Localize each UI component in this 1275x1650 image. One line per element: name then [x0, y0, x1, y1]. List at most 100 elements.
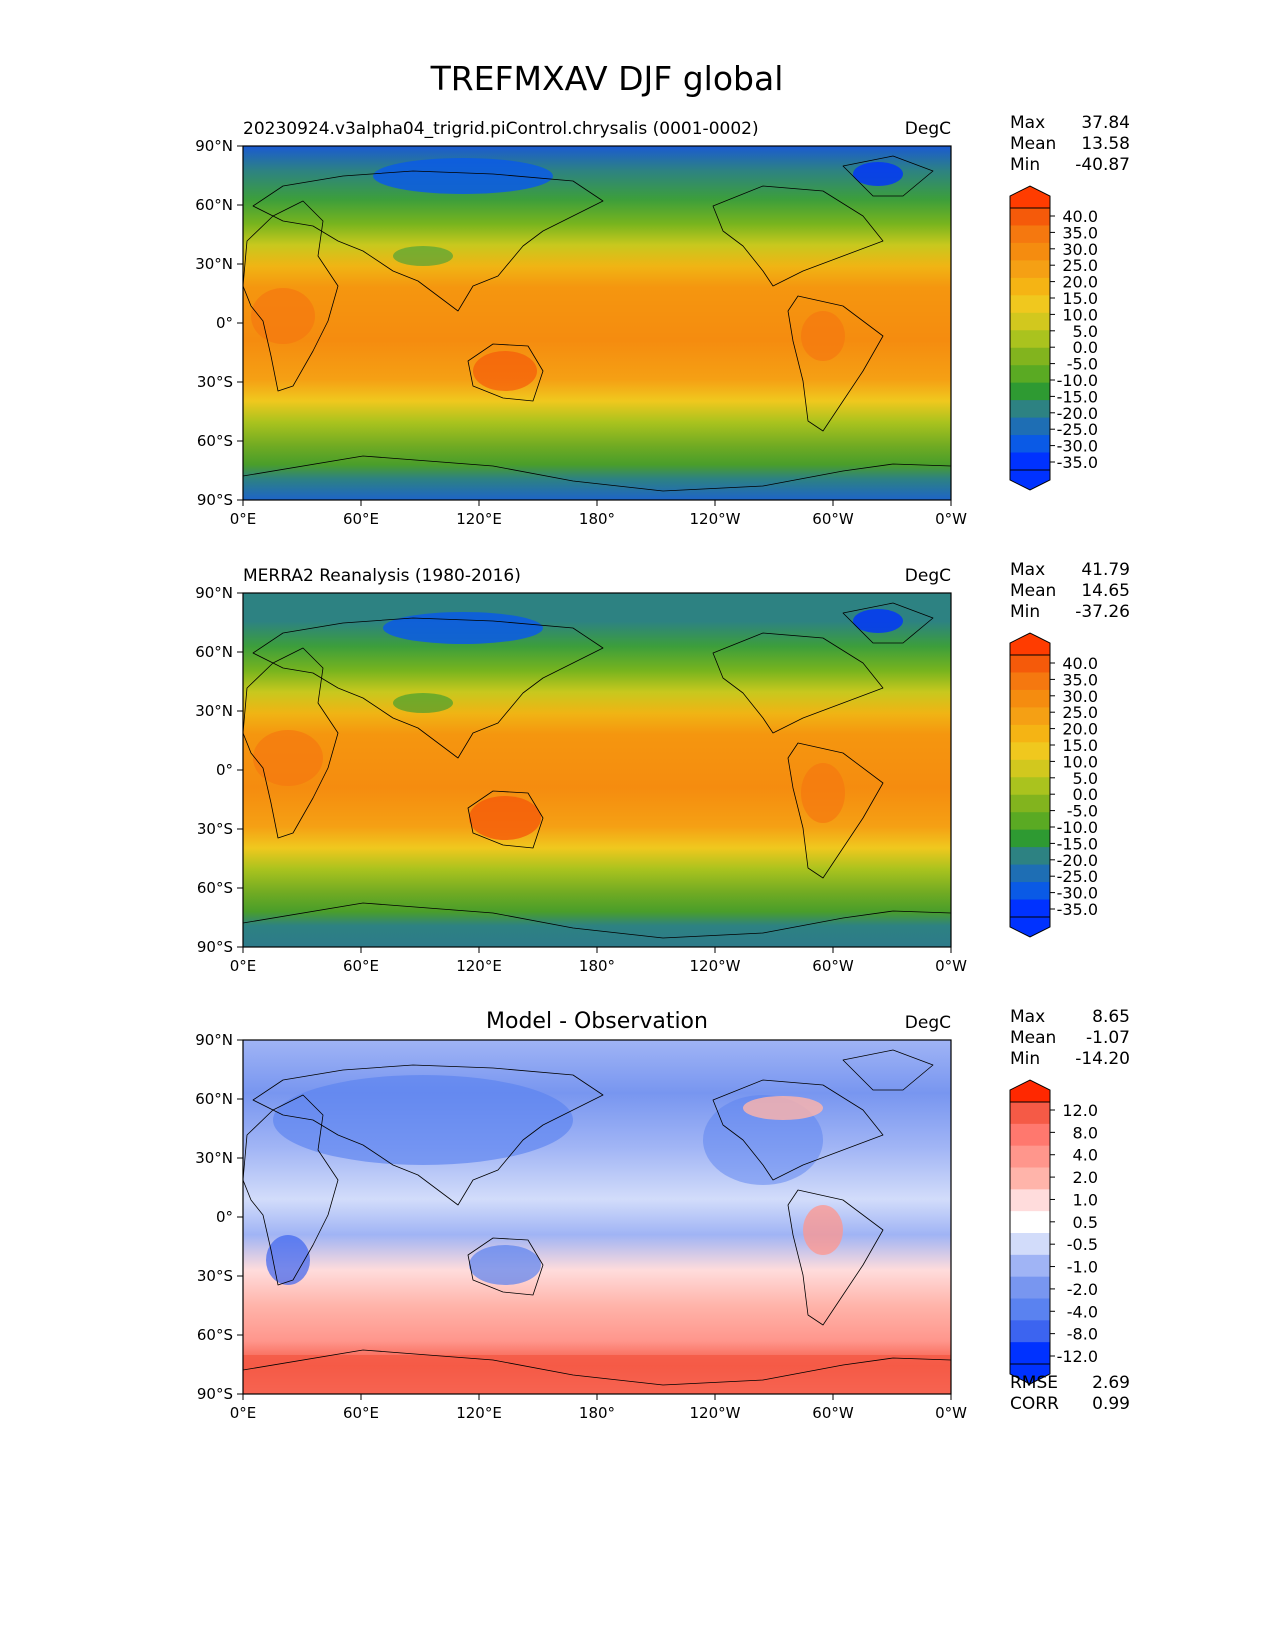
metric-value: 2.69 — [1092, 1373, 1130, 1393]
coastline — [243, 902, 951, 947]
coastline — [787, 1189, 884, 1326]
colorbar-segment — [1010, 655, 1050, 673]
stat-label: Max — [1010, 113, 1045, 133]
lat-tick-label: 90°N — [195, 137, 233, 155]
colorbar-segment — [1010, 295, 1050, 314]
coastlines — [243, 602, 951, 947]
colorbar-tick-label: 35.0 — [1062, 670, 1098, 689]
coastline — [243, 647, 339, 839]
southamerica-warm-region — [801, 763, 845, 823]
stat-label: Mean — [1010, 581, 1056, 601]
colorbar-segment — [1010, 777, 1050, 796]
colorbar-tick-label: 5.0 — [1073, 322, 1098, 341]
coastline — [842, 1049, 934, 1091]
panel-observation: 0°E 60°E 120°E 180° 120°W 60°W 0°W 90°N 60°N 30°N… — [195, 566, 967, 975]
colorbar-segment — [1010, 1123, 1050, 1147]
stat-label: Max — [1010, 560, 1045, 580]
colorbar-tick-label: 10.0 — [1062, 305, 1098, 324]
colorbar-tick-label: -10.0 — [1057, 371, 1098, 390]
colorbar-segment — [1010, 707, 1050, 726]
colorbar-segment — [1010, 812, 1050, 831]
metric-label: CORR — [1010, 1394, 1059, 1414]
greenland-cold-region — [853, 162, 903, 186]
northpacific-warm-bias — [743, 1096, 823, 1120]
africa-warm-region — [253, 730, 323, 786]
coastline — [252, 170, 604, 312]
stat-value: -40.87 — [1075, 155, 1130, 175]
colorbar-tick-label: 4.0 — [1073, 1146, 1098, 1165]
coastline — [243, 200, 339, 392]
colorbar-segment — [1010, 452, 1050, 471]
colorbar-tick-label: -10.0 — [1057, 818, 1098, 837]
coastlines — [243, 1049, 951, 1394]
colorbar-segment — [1010, 277, 1050, 296]
colorbar-tick-label: -15.0 — [1057, 834, 1098, 853]
lat-tick-label: 0° — [216, 761, 233, 779]
lon-tick-label: 120°E — [456, 957, 502, 975]
colorbar-tick-label: -2.0 — [1067, 1280, 1098, 1299]
stat-value: 37.84 — [1081, 113, 1130, 133]
stat-value: 8.65 — [1092, 1007, 1130, 1027]
colorbar-tick-label: -25.0 — [1057, 867, 1098, 886]
lon-tick-label: 60°W — [812, 510, 854, 528]
stat-value: 13.58 — [1081, 134, 1130, 154]
colorbar-tick-label: 1.0 — [1073, 1190, 1098, 1209]
panel-units: DegC — [905, 119, 951, 139]
colorbar-tick-label: -15.0 — [1057, 387, 1098, 406]
colorbar-tick-label: 30.0 — [1062, 687, 1098, 706]
colorbar-tick-label: -8.0 — [1067, 1325, 1098, 1344]
colorbar-tick-label: -35.0 — [1057, 453, 1098, 472]
coastlines — [243, 155, 951, 500]
map-field — [243, 146, 951, 500]
lat-tick-label: 30°S — [197, 820, 233, 838]
map-axes: 0°E 60°E 120°E 180° 120°W 60°W 0°W 90°N 60°N 30°N… — [195, 137, 967, 528]
panel-title: Model - Observation — [486, 1009, 708, 1034]
coastline — [712, 1079, 884, 1181]
lat-tick-label: 30°N — [195, 255, 233, 273]
colorbar-segment — [1010, 1342, 1050, 1365]
colorbar-segment — [1010, 847, 1050, 866]
panel-subtitle: MERRA2 Reanalysis (1980-2016) — [243, 566, 521, 586]
colorbar-observation: 40.035.030.025.020.015.010.05.00.0-5.0-1… — [1009, 632, 1098, 938]
stat-label: Min — [1010, 155, 1040, 175]
colorbar-segment — [1010, 882, 1050, 901]
colorbar-tick-label: 0.5 — [1073, 1213, 1098, 1232]
colorbar-tick-label: -20.0 — [1057, 851, 1098, 870]
colorbar-segment — [1010, 435, 1050, 454]
southamerica-warm-region — [801, 311, 845, 361]
map-axes: 0°E 60°E 120°E 180° 120°W 60°W 0°W 90°N 60°N 30°N… — [195, 1031, 967, 1422]
lat-tick-label: 60°N — [195, 1090, 233, 1108]
colorbar-segment — [1010, 382, 1050, 401]
lat-tick-label: 0° — [216, 314, 233, 332]
colorbar-frame — [1009, 207, 1051, 471]
colorbar-model: 40.035.030.025.020.015.010.05.00.0-5.0-1… — [1009, 185, 1098, 491]
colorbar-frame — [1009, 654, 1051, 918]
metric-value: 0.99 — [1092, 1394, 1130, 1414]
colorbar-tick-label: -5.0 — [1067, 802, 1098, 821]
colorbar-segment — [1010, 759, 1050, 778]
lat-tick-label: 60°N — [195, 643, 233, 661]
lat-tick-label: 30°N — [195, 702, 233, 720]
colorbar-segment — [1010, 829, 1050, 848]
colorbar-tick-label: 2.0 — [1073, 1168, 1098, 1187]
panel-units: DegC — [905, 566, 951, 586]
lon-tick-label: 0°E — [230, 957, 257, 975]
tibet-cold-region — [393, 693, 453, 713]
siberia-cold-region — [373, 158, 553, 194]
lon-tick-label: 120°W — [690, 957, 741, 975]
colorbar-tick-label: 10.0 — [1062, 752, 1098, 771]
coastline — [243, 1094, 339, 1286]
coastline — [243, 455, 951, 500]
metrics-panel-difference: RMSE 2.69 CORR 0.99 — [1010, 1373, 1130, 1414]
colorbar-tick-label: 12.0 — [1062, 1101, 1098, 1120]
australia-warm-region — [469, 796, 541, 840]
lon-tick-label: 60°W — [812, 957, 854, 975]
stat-value: -37.26 — [1075, 602, 1130, 622]
lon-tick-label: 0°E — [230, 510, 257, 528]
colorbar-segment — [1010, 724, 1050, 743]
coastline — [787, 295, 884, 432]
lon-tick-label: 120°W — [690, 510, 741, 528]
eurasia-cold-bias — [273, 1075, 573, 1165]
lon-tick-label: 0°W — [935, 510, 967, 528]
